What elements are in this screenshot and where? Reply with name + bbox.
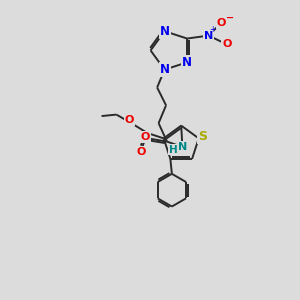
Text: N: N [204, 31, 213, 40]
Text: −: − [226, 13, 234, 23]
Text: N: N [178, 142, 187, 152]
Text: O: O [137, 147, 146, 157]
Text: O: O [125, 115, 134, 125]
Text: N: N [182, 56, 192, 69]
Text: N: N [160, 25, 170, 38]
Text: O: O [217, 18, 226, 28]
Text: O: O [222, 40, 232, 50]
Text: S: S [198, 130, 207, 143]
Text: +: + [209, 25, 215, 34]
Text: N: N [160, 63, 170, 76]
Text: H: H [169, 145, 177, 155]
Text: O: O [141, 132, 150, 142]
